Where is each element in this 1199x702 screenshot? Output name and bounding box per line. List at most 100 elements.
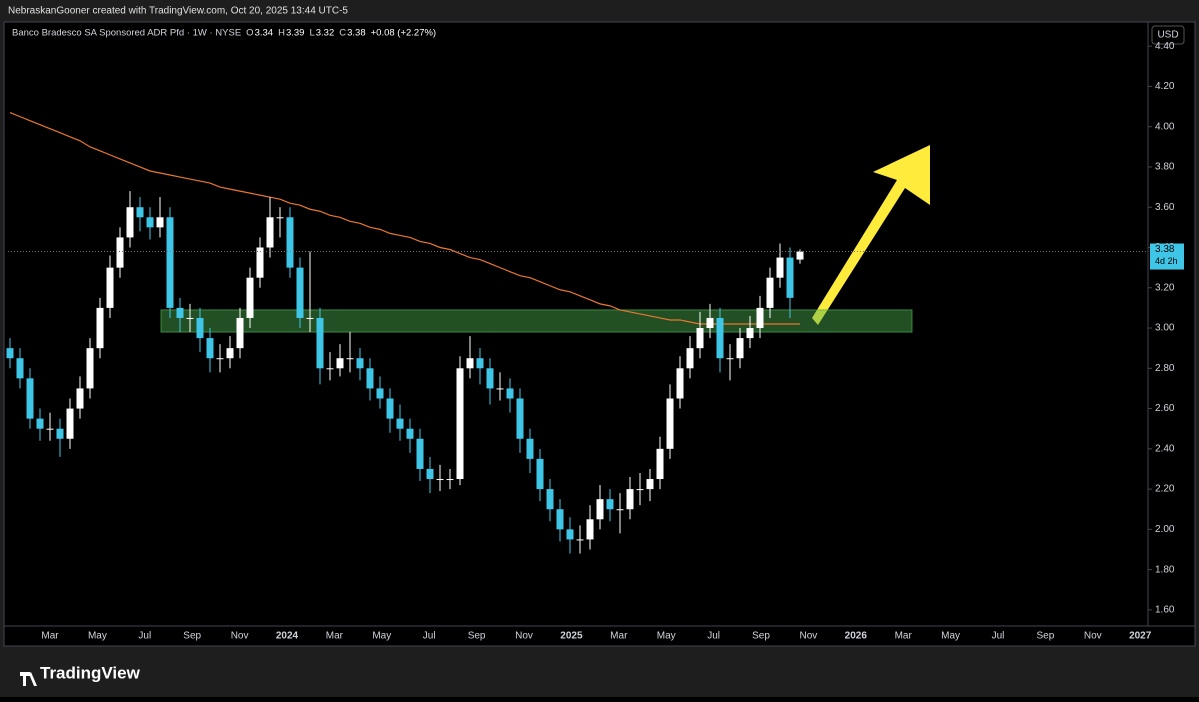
- y-tick-label: 4.00: [1155, 121, 1175, 132]
- candle-body: [746, 328, 754, 339]
- candle-body: [226, 348, 234, 359]
- x-tick-label: Sep: [183, 631, 201, 642]
- candle-body: [546, 489, 554, 510]
- candle-body: [56, 428, 64, 439]
- y-tick-label: 2.80: [1155, 363, 1175, 374]
- candle-body: [216, 358, 224, 360]
- x-tick-label: Nov: [1084, 631, 1102, 642]
- candle-body: [406, 428, 414, 439]
- x-tick-label: Mar: [610, 631, 628, 642]
- candle-body: [666, 398, 674, 449]
- y-tick-label: 3.80: [1155, 162, 1175, 173]
- candle-body: [236, 317, 244, 349]
- candle-body: [676, 368, 684, 399]
- y-tick-label: 3.20: [1155, 282, 1175, 293]
- candle-body: [646, 479, 654, 490]
- candle-body: [766, 277, 774, 308]
- candle-body: [416, 438, 424, 469]
- x-tick-label: May: [88, 631, 107, 642]
- countdown: 4d 2h: [1155, 256, 1178, 266]
- candle-body: [276, 217, 284, 219]
- candle-body: [726, 358, 734, 360]
- candle-body: [336, 358, 344, 369]
- x-tick-label: 2027: [1129, 631, 1152, 642]
- candle-body: [36, 418, 44, 429]
- y-tick-label: 2.40: [1155, 443, 1175, 454]
- candle-body: [626, 489, 634, 510]
- x-tick-label: May: [372, 631, 391, 642]
- ohlc-key: O: [246, 28, 253, 39]
- logo-mark: [20, 672, 37, 686]
- x-tick-label: Nov: [515, 631, 533, 642]
- ohlc-value: 3.39: [286, 28, 305, 39]
- candle-body: [6, 348, 14, 359]
- candle-body: [456, 368, 464, 480]
- x-tick-label: Mar: [41, 631, 59, 642]
- ohlc-value: 3.34: [255, 28, 274, 39]
- support-zone: [160, 309, 913, 333]
- candle-body: [356, 358, 364, 369]
- candle-body: [26, 378, 34, 419]
- candle-body: [486, 368, 494, 389]
- candle-body: [476, 358, 484, 369]
- x-tick-label: Nov: [231, 631, 249, 642]
- candle-body: [796, 251, 804, 260]
- candle-body: [736, 338, 744, 359]
- candle-body: [556, 509, 564, 530]
- candle-body: [256, 247, 264, 278]
- ohlc-key: H: [278, 28, 285, 39]
- candle-body: [376, 388, 384, 399]
- candle-body: [756, 307, 764, 329]
- candle-body: [576, 539, 584, 541]
- candle-body: [306, 317, 314, 319]
- candle-body: [596, 499, 604, 520]
- candle-body: [86, 348, 94, 389]
- candle-body: [706, 317, 714, 329]
- candle-body: [66, 408, 74, 439]
- candle-body: [696, 328, 704, 349]
- candle-body: [716, 317, 724, 359]
- header: NebraskanGooner created with TradingView…: [8, 6, 348, 17]
- x-tick-label: May: [657, 631, 676, 642]
- candle-body: [286, 217, 294, 268]
- candle-body: [436, 479, 444, 481]
- y-tick-label: 2.20: [1155, 484, 1175, 495]
- candle-body: [536, 458, 544, 490]
- y-tick-label: 1.60: [1155, 605, 1175, 616]
- candle-body: [566, 529, 574, 540]
- y-tick-label: 2.00: [1155, 524, 1175, 535]
- x-tick-label: 2024: [276, 631, 299, 642]
- moving-average: [9, 112, 800, 325]
- candle-body: [46, 428, 54, 430]
- y-tick-label: 2.60: [1155, 403, 1175, 414]
- y-tick-label: 1.80: [1155, 564, 1175, 575]
- x-tick-label: Mar: [895, 631, 913, 642]
- y-tick-label: 4.20: [1155, 81, 1175, 92]
- candle-body: [496, 388, 504, 390]
- price-label-box: [1150, 243, 1184, 270]
- candle-body: [246, 277, 254, 318]
- plot-frame: [3, 21, 1196, 647]
- candle-body: [426, 468, 434, 480]
- candle-body: [366, 368, 374, 389]
- x-tick-label: May: [941, 631, 960, 642]
- candle-body: [266, 217, 274, 248]
- candle-body: [296, 267, 304, 318]
- candle-body: [326, 368, 334, 370]
- x-tick-label: Jul: [423, 631, 436, 642]
- candle-body: [316, 317, 324, 369]
- candle-body: [516, 398, 524, 439]
- currency: USD: [1157, 30, 1178, 41]
- candle-body: [776, 257, 784, 278]
- candle-body: [446, 479, 454, 481]
- candle-body: [16, 358, 24, 379]
- candle-body: [616, 509, 624, 511]
- symbol: Banco Bradesco SA Sponsored ADR Pfd · 1W…: [12, 28, 241, 39]
- arrow: [812, 145, 930, 325]
- candle-body: [146, 217, 154, 228]
- candle-body: [136, 207, 144, 218]
- candle-body: [656, 448, 664, 480]
- x-tick-label: 2025: [560, 631, 583, 642]
- footer: TradingView: [40, 663, 141, 682]
